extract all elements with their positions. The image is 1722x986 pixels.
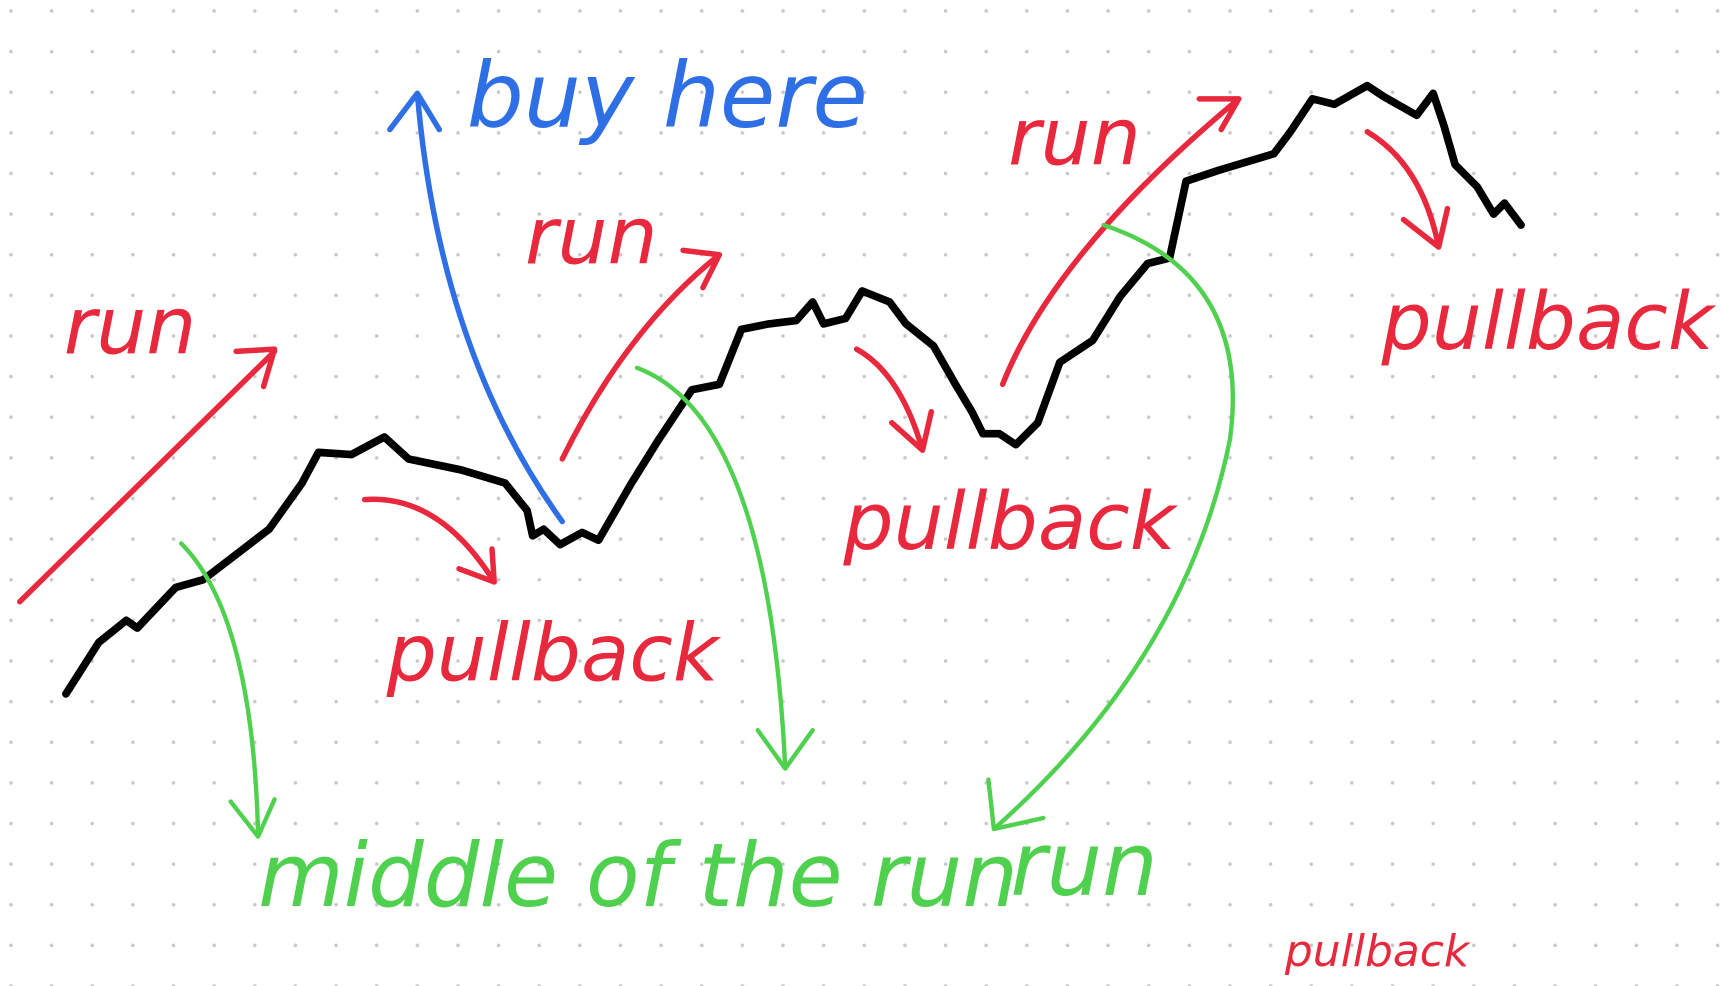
run-label: run xyxy=(1008,92,1141,184)
pullback-label: pullback xyxy=(1284,926,1471,977)
middle-arrows xyxy=(179,222,1235,839)
pullback-label: pullback xyxy=(386,608,722,700)
run-label: run xyxy=(1010,813,1157,916)
buy-arrow xyxy=(387,90,566,525)
price-line xyxy=(62,81,1525,698)
run-label: run xyxy=(525,191,658,283)
run-label: run xyxy=(64,281,197,373)
run-arrows xyxy=(17,96,1242,605)
buy-label: buy here xyxy=(467,43,868,148)
pullback-arrows xyxy=(361,129,1451,585)
pullback-label: pullback xyxy=(842,476,1178,568)
middle-label: middle of the run xyxy=(258,824,1018,927)
pullback-label: pullback xyxy=(1381,276,1717,368)
